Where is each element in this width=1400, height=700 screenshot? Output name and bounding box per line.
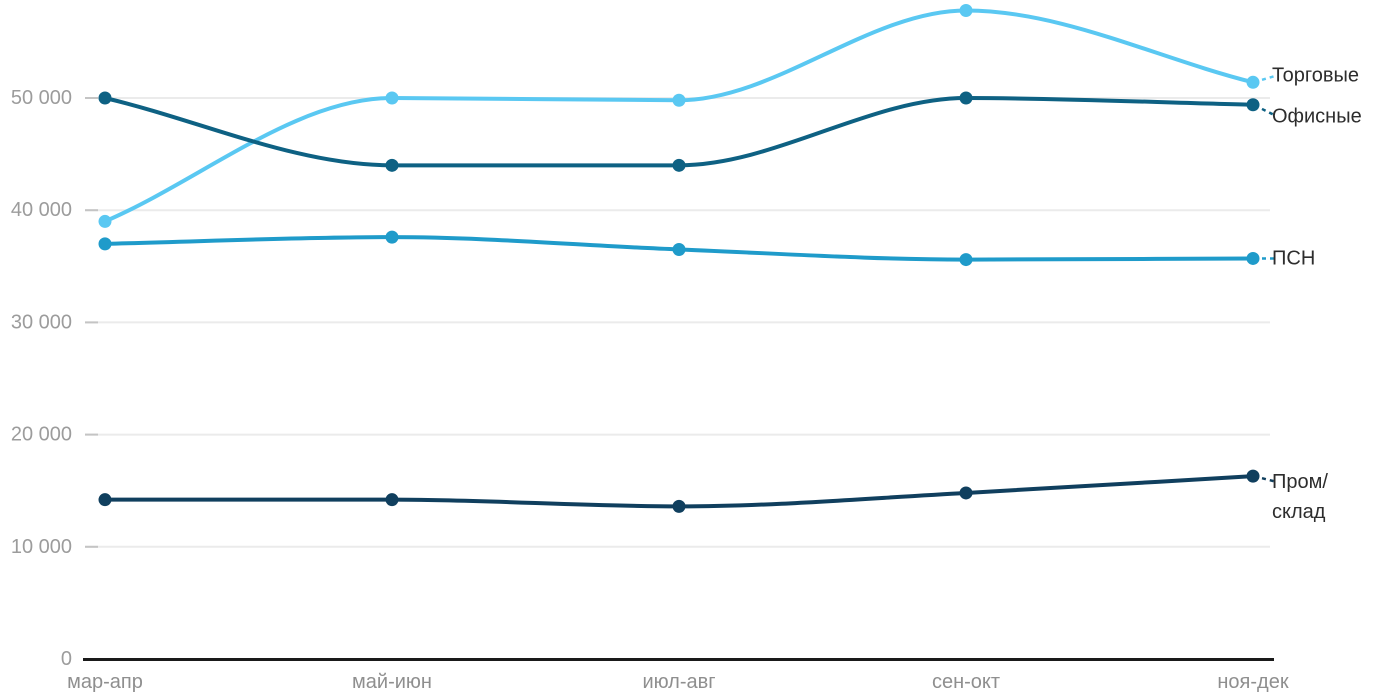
series-data-point[interactable]: [959, 91, 973, 105]
series-data-point[interactable]: [98, 91, 112, 105]
series-label: Офисные: [1272, 106, 1362, 128]
series-label: склад: [1272, 501, 1326, 523]
series-label: Торговые: [1272, 64, 1359, 86]
y-axis-tick-label: 20 000: [11, 424, 72, 446]
series-data-point[interactable]: [98, 237, 112, 251]
series-data-point[interactable]: [98, 493, 112, 507]
x-axis-tick-label: июл-авг: [642, 671, 715, 693]
series-label: ПСН: [1272, 247, 1315, 269]
series-data-point[interactable]: [385, 230, 399, 244]
series-data-point[interactable]: [385, 91, 399, 105]
series-data-point[interactable]: [385, 158, 399, 172]
series-data-point[interactable]: [1246, 251, 1260, 265]
x-axis-tick-label: мар-апр: [67, 671, 143, 693]
x-axis-tick-label: май-июн: [352, 671, 432, 693]
series-line: [103, 8, 1255, 224]
series-data-point[interactable]: [959, 253, 973, 267]
y-axis-tick-label: 0: [61, 648, 72, 670]
series-data-point[interactable]: [959, 486, 973, 500]
series-label-connector: [1261, 75, 1275, 82]
series-data-point[interactable]: [1246, 469, 1260, 483]
series-data-point[interactable]: [672, 242, 686, 256]
y-axis-tick-label: 40 000: [11, 199, 72, 221]
series-label-connector: [1261, 477, 1275, 483]
series-data-point[interactable]: [672, 93, 686, 107]
y-axis-tick-label: 50 000: [11, 87, 72, 109]
x-axis-tick-label: ноя-дек: [1217, 671, 1288, 693]
y-axis-tick-label: 10 000: [11, 536, 72, 558]
series-data-point[interactable]: [1246, 98, 1260, 112]
series-data-point[interactable]: [672, 158, 686, 172]
series-label: Пром/: [1272, 471, 1328, 493]
x-axis-tick-label: сен-окт: [932, 671, 1000, 693]
series-label-connector: [1261, 107, 1275, 117]
series-data-point[interactable]: [959, 3, 973, 17]
series-data-point[interactable]: [98, 214, 112, 228]
series-data-point[interactable]: [1246, 75, 1260, 89]
series-data-point[interactable]: [385, 493, 399, 507]
series-data-point[interactable]: [672, 499, 686, 513]
y-axis-tick-label: 30 000: [11, 311, 72, 333]
